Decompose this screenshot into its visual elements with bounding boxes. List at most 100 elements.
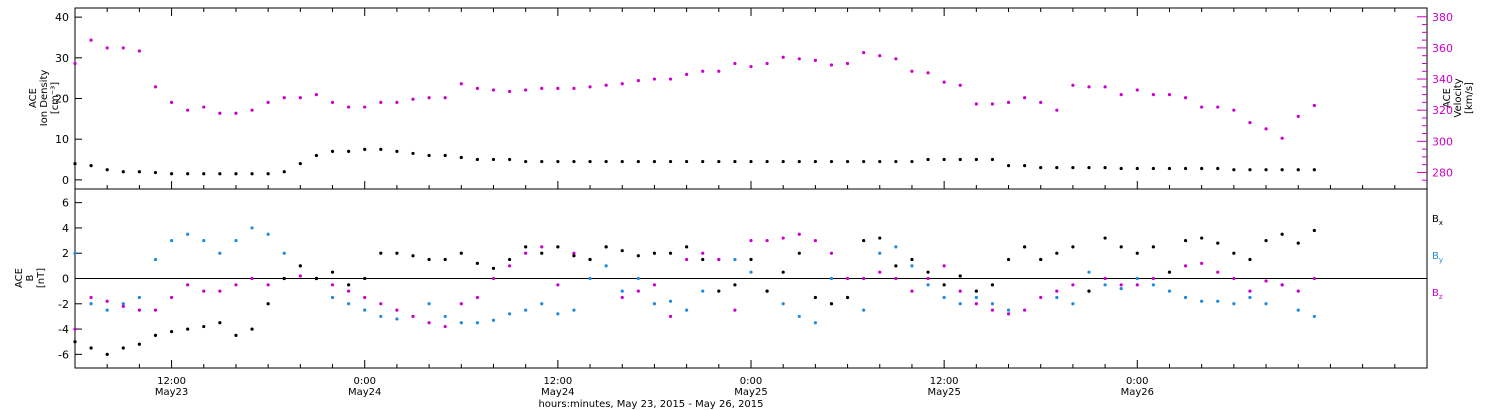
- density-point: [878, 159, 882, 164]
- bx-point: [1200, 236, 1204, 240]
- velocity-point: [1087, 85, 1091, 89]
- x-tick-date: May25: [927, 387, 960, 398]
- by-point: [1119, 287, 1123, 291]
- b-tick-label: -6: [58, 348, 69, 361]
- by-point: [1183, 295, 1188, 300]
- bx-point: [363, 276, 367, 281]
- density-point: [1312, 168, 1316, 172]
- bz-point: [958, 289, 962, 293]
- bx-point: [137, 342, 141, 346]
- velocity-point: [137, 49, 141, 53]
- x-tick-time: 12:00: [930, 376, 959, 387]
- density-point: [845, 159, 850, 164]
- bz-point: [797, 232, 801, 236]
- velocity-point: [1232, 108, 1236, 112]
- axis-ticks: 0 10 20 30 40 280 300 320 340 360 380 -6 -4 -2 0 2 4 6 12:…: [55, 8, 1453, 398]
- velocity-point: [926, 71, 930, 75]
- density-point: [314, 153, 319, 158]
- velocity-point: [910, 69, 914, 73]
- density-point: [507, 157, 512, 162]
- velocity-tick-label: 380: [1432, 11, 1453, 24]
- velocity-tick-label: 340: [1432, 73, 1453, 86]
- velocity-point: [363, 105, 367, 109]
- by-point: [1055, 295, 1059, 300]
- density-point: [347, 149, 351, 153]
- x-tick-time: 0:00: [740, 376, 762, 387]
- velocity-point: [250, 108, 254, 112]
- density-point: [491, 157, 496, 162]
- bx-point: [1151, 245, 1155, 249]
- velocity-point: [668, 77, 673, 81]
- bz-point: [1183, 264, 1188, 268]
- velocity-point: [765, 61, 769, 66]
- bx-point: [1087, 289, 1091, 293]
- bz-point: [926, 276, 930, 281]
- bz-point: [636, 289, 640, 293]
- density-point: [1006, 164, 1011, 168]
- density-point: [169, 172, 174, 176]
- density-point: [1167, 166, 1172, 171]
- density-point: [250, 172, 254, 176]
- bz-point: [765, 238, 769, 243]
- b-tick-label: 6: [62, 197, 69, 210]
- velocity-point: [1006, 100, 1011, 104]
- by-point: [443, 314, 447, 319]
- bz-point: [910, 289, 914, 293]
- bz-point: [733, 308, 737, 312]
- b-tick-label: -2: [58, 298, 69, 311]
- by-point: [1167, 289, 1172, 293]
- bx-point: [475, 261, 479, 265]
- b-ylabel-line3: [nT]: [36, 268, 47, 288]
- density-point: [862, 159, 866, 164]
- bx-point: [347, 283, 351, 287]
- bz-point: [685, 257, 689, 262]
- b-ylabel-line2: B: [25, 274, 36, 281]
- density-point: [974, 157, 978, 162]
- by-point: [829, 276, 834, 281]
- x-axis-title: hours:minutes, May 23, 2015 - May 26, 20…: [538, 399, 763, 410]
- bx-point: [411, 254, 415, 258]
- bz-point: [475, 295, 479, 300]
- density-point: [330, 149, 335, 153]
- velocity-point: [169, 100, 174, 104]
- velocity-point: [1167, 93, 1172, 97]
- bx-point: [556, 245, 560, 249]
- density-point: [1216, 166, 1220, 171]
- bx-point: [89, 346, 93, 350]
- velocity-point: [1151, 93, 1155, 97]
- velocity-point: [1183, 96, 1188, 100]
- density-point: [282, 170, 286, 174]
- bz-point: [105, 299, 109, 303]
- bx-point: [266, 302, 270, 306]
- legend-by-main: B: [1432, 251, 1439, 262]
- velocity-point: [1055, 108, 1059, 112]
- density-point: [636, 159, 640, 164]
- bz-point: [701, 251, 705, 255]
- x-tick-date: May25: [734, 387, 767, 398]
- bx-point: [121, 346, 125, 350]
- density-tick-label: 20: [55, 93, 69, 106]
- bx-point: [250, 327, 254, 331]
- velocity-point: [218, 111, 222, 115]
- velocity-point: [974, 102, 978, 106]
- bz-point: [813, 238, 817, 243]
- velocity-point: [942, 80, 946, 84]
- bz-point: [781, 236, 785, 240]
- density-point: [1280, 168, 1284, 172]
- bz-point: [379, 302, 383, 306]
- bx-point: [443, 257, 447, 262]
- density-point: [910, 159, 914, 164]
- velocity-point: [636, 79, 640, 83]
- x-tick-date: May23: [155, 387, 188, 398]
- x-tick-time: 0:00: [353, 376, 375, 387]
- b-ylabel-line1: ACE: [14, 268, 25, 288]
- bz-point: [878, 270, 882, 274]
- bz-point: [250, 276, 254, 281]
- density-point: [266, 172, 270, 176]
- velocity-point: [379, 100, 383, 104]
- velocity-point: [1071, 83, 1075, 87]
- bz-point: [443, 324, 447, 329]
- density-point: [363, 147, 367, 151]
- velocity-point: [186, 108, 190, 112]
- by-point: [910, 264, 914, 268]
